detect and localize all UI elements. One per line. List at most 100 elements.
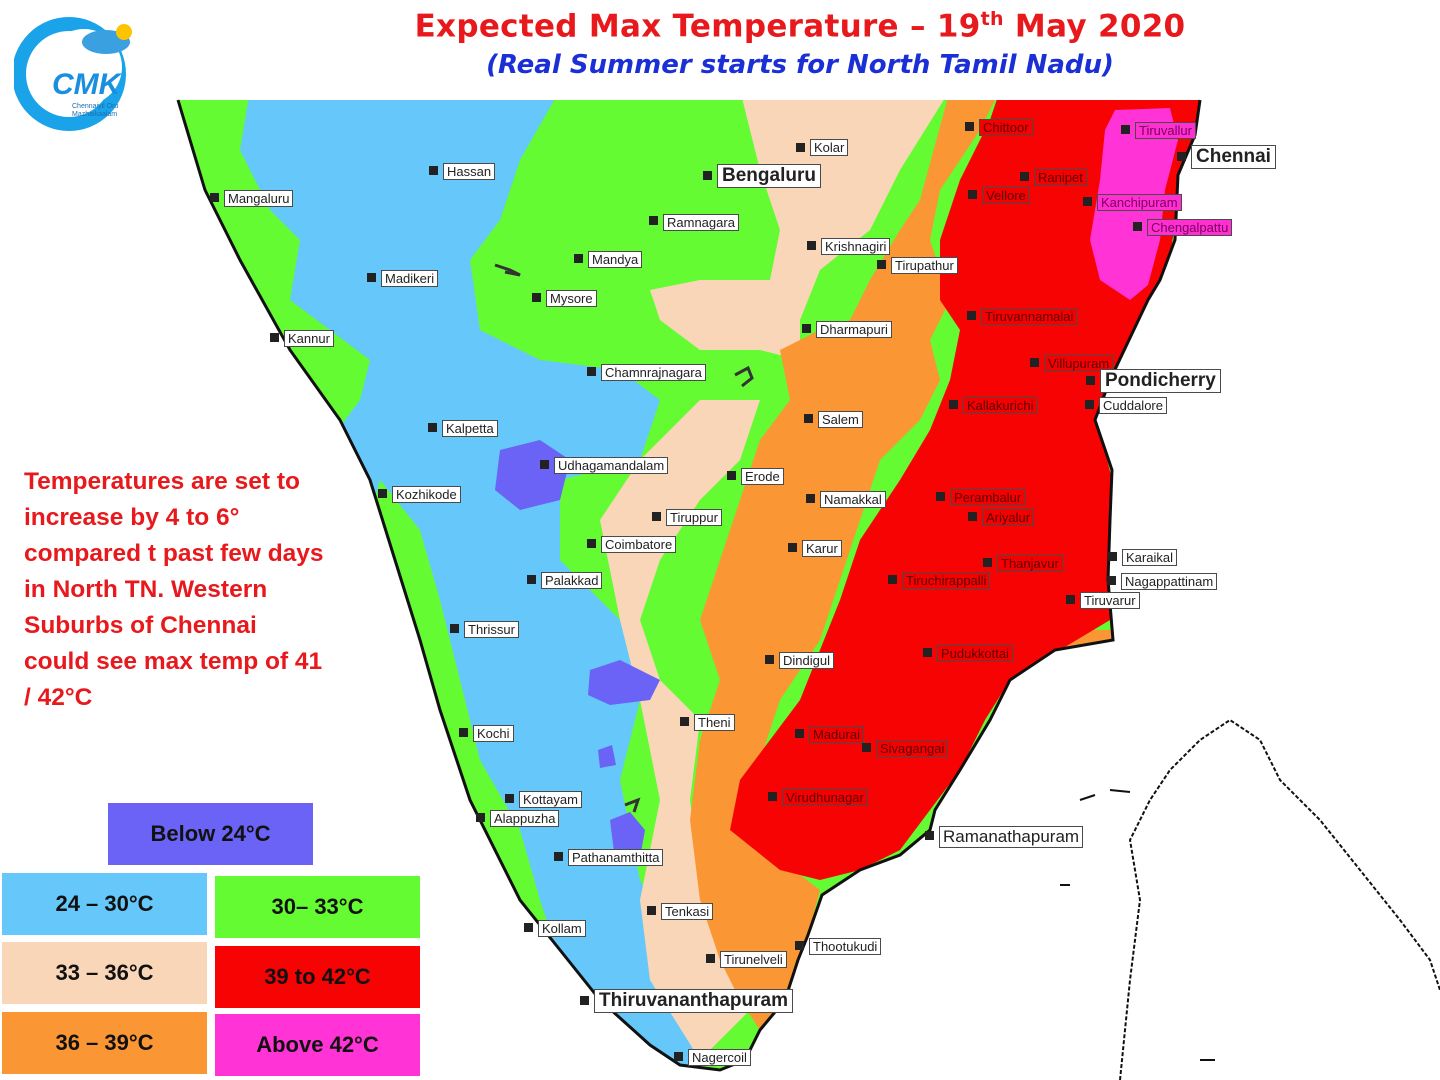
- city-marker: [923, 648, 932, 657]
- place-label: Tiruchirappalli: [902, 572, 991, 589]
- place-label: Tiruvannamalai: [981, 308, 1078, 325]
- city-marker: [765, 655, 774, 664]
- legend-24-30: 24 – 30°C: [2, 873, 207, 935]
- city-marker: [674, 1052, 683, 1061]
- city-marker: [796, 143, 805, 152]
- place-label: Dharmapuri: [816, 321, 892, 338]
- legend-33-36: 33 – 36°C: [2, 942, 207, 1004]
- city-marker: [965, 122, 974, 131]
- zone-below-24-south: [610, 812, 645, 860]
- legend-label: Above 42°C: [256, 1032, 379, 1057]
- place-label: Perambalur: [950, 489, 1026, 506]
- city-marker: [1083, 197, 1092, 206]
- city-marker: [429, 166, 438, 175]
- city-marker: [703, 171, 712, 180]
- city-marker: [804, 414, 813, 423]
- legend-label: 33 – 36°C: [55, 960, 154, 985]
- city-marker: [210, 193, 219, 202]
- zone-39-42: [730, 100, 1200, 880]
- forecast-note: Temperatures are set to increase by 4 to…: [24, 468, 324, 711]
- place-label: Bengaluru: [717, 164, 821, 188]
- city-marker: [540, 460, 549, 469]
- city-marker: [574, 254, 583, 263]
- city-marker: [652, 512, 661, 521]
- place-label: Chittoor: [979, 119, 1033, 136]
- city-marker: [1133, 222, 1142, 231]
- zone-36-39: [690, 100, 1000, 1030]
- logo-tagline-1: Chennaiyil Oru: [72, 103, 118, 110]
- place-label: Kallakurichi: [963, 397, 1038, 414]
- city-marker: [788, 543, 797, 552]
- city-marker: [1107, 576, 1116, 585]
- place-label: Pudukkottai: [937, 645, 1013, 662]
- place-label: Thiruvananthapuram: [594, 989, 793, 1013]
- place-label: Kalpetta: [442, 420, 498, 437]
- place-label: Thootukudi: [809, 938, 882, 955]
- cmk-logo: CMK Chennaiyil Oru Mazhaikaalam: [12, 12, 149, 137]
- place-label: Tiruvallur: [1135, 122, 1196, 139]
- place-label: Udhagamandalam: [554, 457, 669, 474]
- place-label: Karur: [802, 540, 842, 557]
- place-label: Kottayam: [519, 791, 582, 808]
- city-marker: [1030, 358, 1039, 367]
- city-marker: [802, 324, 811, 333]
- city-marker: [476, 813, 485, 822]
- zone-33-36: [650, 100, 950, 360]
- city-marker: [877, 260, 886, 269]
- place-label: Karaikal: [1122, 549, 1177, 566]
- city-marker: [1177, 152, 1186, 161]
- logo-tagline-2: Mazhaikaalam: [72, 111, 117, 118]
- city-marker: [580, 996, 589, 1005]
- city-marker: [936, 492, 945, 501]
- legend-label: 24 – 30°C: [55, 891, 154, 916]
- city-marker: [862, 743, 871, 752]
- sun-icon: [116, 24, 132, 40]
- place-label: Madurai: [809, 726, 864, 743]
- place-label: Vellore: [982, 187, 1030, 204]
- place-label: Salem: [818, 411, 863, 428]
- city-marker: [968, 512, 977, 521]
- legend-above-42: Above 42°C: [215, 1014, 420, 1076]
- zone-below-24-nilgiri: [495, 440, 570, 510]
- title-prefix: Expected Max Temperature – 19: [414, 8, 981, 45]
- title-suffix: May 2020: [1003, 8, 1186, 45]
- zone-33-36-south: [600, 400, 760, 1060]
- place-label: Thrissur: [464, 621, 519, 638]
- city-marker: [727, 471, 736, 480]
- legend-label: 36 – 39°C: [55, 1030, 154, 1055]
- legend-39-42: 39 to 42°C: [215, 946, 420, 1008]
- city-marker: [888, 575, 897, 584]
- place-label: Chennai: [1191, 145, 1276, 169]
- place-label: Villupuram: [1044, 355, 1114, 372]
- city-marker: [1085, 400, 1094, 409]
- city-marker: [806, 494, 815, 503]
- legend-label: Below 24°C: [150, 821, 271, 846]
- sri-lanka-islands: [1060, 789, 1215, 1061]
- place-label: Erode: [741, 468, 784, 485]
- legend-label: 39 to 42°C: [264, 964, 371, 989]
- legend-label: 30– 33°C: [271, 894, 364, 919]
- place-label: Kozhikode: [392, 486, 461, 503]
- place-label: Coimbatore: [601, 536, 677, 553]
- place-label: Nagappattinam: [1121, 573, 1218, 590]
- city-marker: [587, 539, 596, 548]
- city-marker: [554, 852, 563, 861]
- place-label: Pondicherry: [1100, 369, 1221, 393]
- place-label: Madikeri: [381, 270, 439, 287]
- place-label: Virudhunagar: [782, 789, 868, 806]
- sri-lanka-outline: [1119, 718, 1440, 1080]
- city-marker: [968, 190, 977, 199]
- place-label: Pathanamthitta: [568, 849, 664, 866]
- reservoir-mark: [494, 263, 521, 277]
- city-marker: [1020, 172, 1029, 181]
- city-marker: [428, 423, 437, 432]
- place-label: Ramnagara: [663, 214, 739, 231]
- place-label: Thanjavur: [997, 555, 1063, 572]
- place-label: Ranipet: [1034, 169, 1087, 186]
- place-label: Namakkal: [820, 491, 886, 508]
- reservoir-mark-3: [624, 797, 641, 813]
- city-marker: [706, 954, 715, 963]
- place-label: Ramanathapuram: [939, 826, 1084, 848]
- logo-letters: CMK: [52, 68, 123, 101]
- place-label: Hassan: [443, 163, 496, 180]
